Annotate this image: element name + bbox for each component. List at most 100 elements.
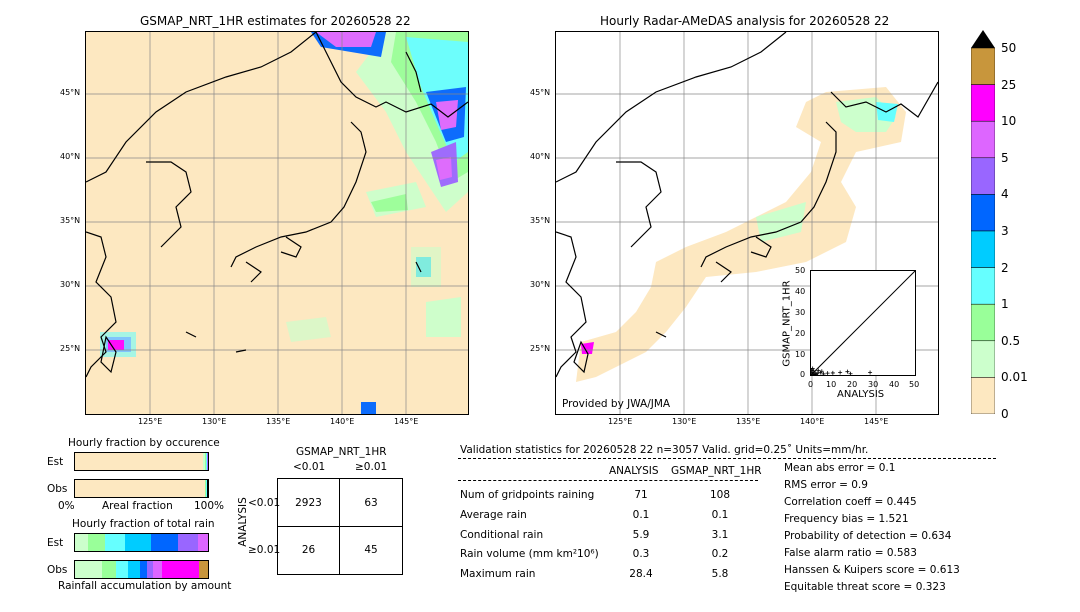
scatter-tick-x: 30 <box>868 380 879 389</box>
scatter-point <box>815 371 820 376</box>
bar-segment <box>178 534 199 551</box>
bar-segment <box>75 453 205 470</box>
validation-row-label: Average rain <box>460 509 527 521</box>
scatter-point <box>830 370 835 375</box>
right-lat-label: 25°N <box>530 344 551 353</box>
contingency-col-ge: ≥0.01 <box>355 461 388 473</box>
colorbar-cell <box>970 120 996 159</box>
validation-row-gsmap: 0.2 <box>711 548 729 560</box>
left-rain-field <box>86 32 468 414</box>
bar-segment <box>104 534 126 551</box>
rainfrac-title: Hourly fraction of total rain <box>72 518 215 530</box>
scatter-tick-x: 0 <box>808 380 814 389</box>
right-lat-label: 35°N <box>530 216 551 225</box>
scatter-tick-x: 20 <box>847 380 858 389</box>
bar-segment <box>198 534 208 551</box>
score-line: Hanssen & Kuipers score = 0.613 <box>784 564 960 576</box>
bar-segment <box>101 561 118 578</box>
left-lat-label: 40°N <box>60 152 81 161</box>
validation-row-label: Conditional rain <box>460 529 544 541</box>
scatter-point <box>816 368 821 373</box>
bar-segment <box>207 453 208 470</box>
one-to-one-line <box>810 270 916 376</box>
scatter-point <box>848 371 853 376</box>
scatter-tick-y: 30 <box>795 308 806 317</box>
colorbar-label: 0.5 <box>1001 333 1021 348</box>
validation-row-analysis: 0.1 <box>632 509 650 521</box>
right-map-title: Hourly Radar-AMeDAS analysis for 2026052… <box>600 14 890 28</box>
right-lat-label: 30°N <box>530 280 551 289</box>
left-lon-label: 135°E <box>266 417 291 426</box>
validation-row-analysis: 5.9 <box>632 529 650 541</box>
colorbar-cell <box>970 194 996 232</box>
contingency-title: GSMAP_NRT_1HR <box>296 446 387 458</box>
colorbar-label: 2 <box>1001 260 1009 275</box>
validation-row-label: Num of gridpoints raining <box>460 489 595 501</box>
left-lat-label: 30°N <box>60 280 81 289</box>
validation-col-gsmap: GSMAP_NRT_1HR <box>671 465 762 477</box>
scatter-tick-x: 10 <box>826 380 837 389</box>
colorbar-label: 1 <box>1001 297 1009 312</box>
validation-col-analysis: ANALYSIS <box>609 465 659 477</box>
colorbar-label: 25 <box>1001 77 1017 92</box>
contingency-cell: 63 <box>364 497 378 509</box>
credit-text: Provided by JWA/JMA <box>562 398 671 410</box>
score-line: RMS error = 0.9 <box>784 479 868 491</box>
contingency-row-ge: ≥0.01 <box>248 544 281 556</box>
occurrence-est-bar <box>74 452 209 471</box>
scatter-tick-y: 40 <box>795 287 806 296</box>
occurrence-axis-mid: Areal fraction <box>102 500 173 512</box>
contingency-cell: 2923 <box>295 497 322 509</box>
colorbar-label: 0 <box>1001 407 1009 421</box>
contingency-row-lt: <0.01 <box>248 497 281 509</box>
scatter-point <box>845 369 850 374</box>
validation-row-label: Rain volume (mm km²10⁶) <box>460 548 599 560</box>
validation-row-gsmap: 5.8 <box>711 568 729 580</box>
left-lat-label: 35°N <box>60 216 81 225</box>
validation-row-analysis: 0.3 <box>632 548 650 560</box>
scatter-point <box>825 371 830 376</box>
colorbar-label: 3 <box>1001 224 1009 238</box>
right-lon-label: 135°E <box>736 417 761 426</box>
colorbar-cell <box>970 157 996 195</box>
score-line: Correlation coeff = 0.445 <box>784 496 917 508</box>
validation-row-gsmap: 108 <box>709 489 731 501</box>
rainfrac-xlabel: Rainfall accumulation by amount <box>58 580 232 592</box>
left-map-panel <box>85 31 469 415</box>
colorbar-svg <box>970 30 996 415</box>
right-lat-label: 45°N <box>530 88 551 97</box>
bar-segment <box>208 534 209 551</box>
left-lat-label: 25°N <box>60 344 81 353</box>
rainfrac-obs-bar <box>74 560 209 579</box>
colorbar-label: 5 <box>1001 150 1009 165</box>
right-lon-label: 140°E <box>800 417 825 426</box>
occurrence-obs-label: Obs <box>47 483 68 495</box>
scatter-tick-y: 10 <box>795 350 806 359</box>
left-lon-label: 130°E <box>202 417 227 426</box>
bar-segment <box>199 561 208 578</box>
score-line: Mean abs error = 0.1 <box>784 462 896 474</box>
scatter-point <box>809 368 814 373</box>
occurrence-est-label: Est <box>47 456 64 468</box>
contingency-row-axis: ANALYSIS <box>236 497 249 547</box>
colorbar-cell <box>970 230 996 268</box>
left-lon-label: 125°E <box>138 417 163 426</box>
score-line: Frequency bias = 1.521 <box>784 513 909 525</box>
validation-header-rule <box>458 458 996 459</box>
scatter-inset <box>809 270 916 377</box>
scatter-point <box>868 370 873 375</box>
scatter-plot <box>809 270 916 377</box>
occurrence-axis-right: 100% <box>194 500 225 512</box>
bar-segment <box>88 534 106 551</box>
scatter-tick-x: 50 <box>909 380 920 389</box>
bar-segment <box>124 534 153 551</box>
right-lon-label: 130°E <box>672 417 697 426</box>
bar-segment <box>75 561 103 578</box>
scatter-point <box>819 369 824 374</box>
right-lon-label: 145°E <box>864 417 889 426</box>
colorbar-cell <box>970 84 996 122</box>
left-map-title: GSMAP_NRT_1HR estimates for 20260528 22 <box>140 14 411 28</box>
score-line: Probability of detection = 0.634 <box>784 530 952 542</box>
rainfrac-est-label: Est <box>47 537 64 549</box>
left-lat-label: 45°N <box>60 88 81 97</box>
